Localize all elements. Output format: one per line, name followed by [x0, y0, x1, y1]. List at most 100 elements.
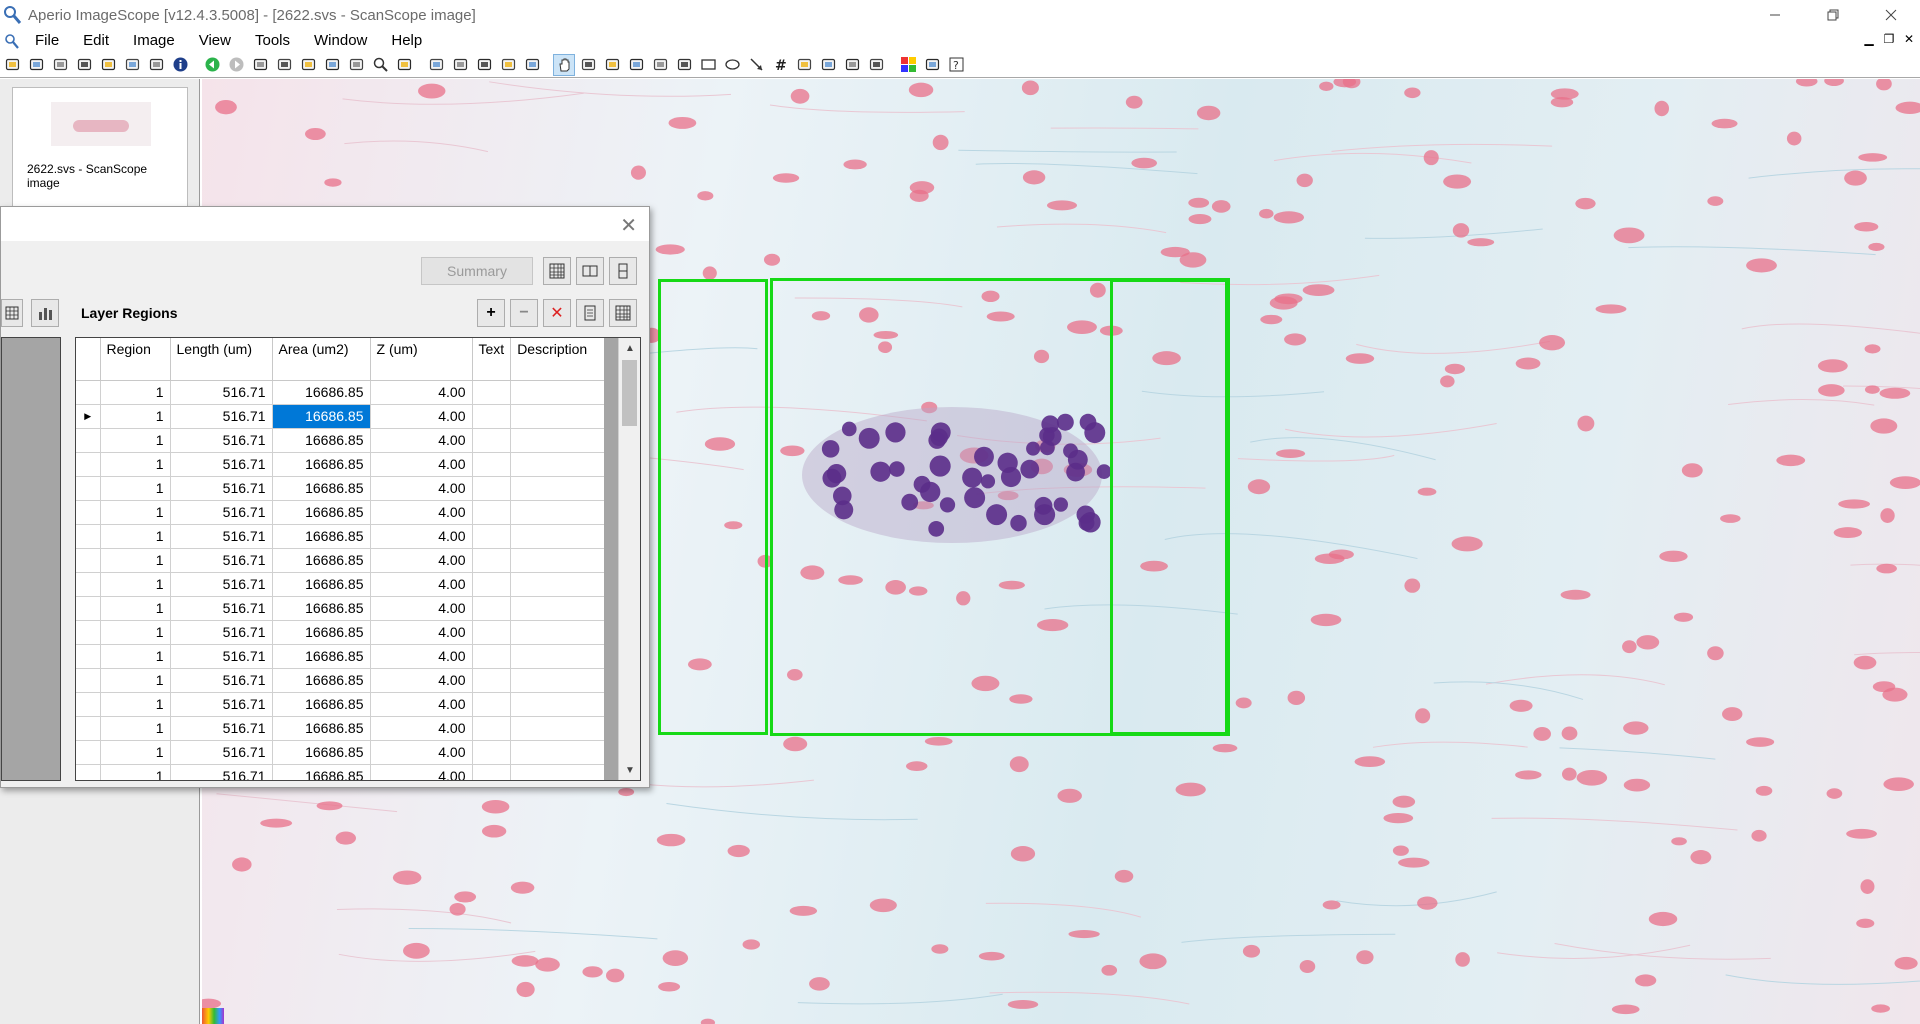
menu-window[interactable]: Window: [314, 32, 368, 49]
table-row[interactable]: 1 516.71 16686.85 4.00: [76, 620, 608, 645]
cell-region[interactable]: 1: [100, 524, 171, 549]
layout-tool-button[interactable]: [249, 54, 271, 76]
scroll-up-icon[interactable]: ▲: [625, 342, 635, 354]
cell-description[interactable]: [510, 716, 608, 741]
cell-text[interactable]: [472, 428, 512, 453]
fit-tool-button[interactable]: [393, 54, 415, 76]
undo-tool-button[interactable]: [497, 54, 519, 76]
cell-length[interactable]: 516.71: [170, 620, 273, 645]
layout2-tool-button[interactable]: [273, 54, 295, 76]
cell-region[interactable]: 1: [100, 572, 171, 597]
cell-z[interactable]: 4.00: [370, 476, 473, 501]
cell-region[interactable]: 1: [100, 596, 171, 621]
cut-tool-button[interactable]: [817, 54, 839, 76]
cell-z[interactable]: 4.00: [370, 452, 473, 477]
cell-text[interactable]: [472, 476, 512, 501]
cell-description[interactable]: [510, 644, 608, 669]
cell-area[interactable]: 16686.85: [272, 524, 371, 549]
row-indicator[interactable]: [76, 428, 101, 453]
transfer-tool-button[interactable]: [473, 54, 495, 76]
cell-z[interactable]: 4.00: [370, 548, 473, 573]
cell-area[interactable]: 16686.85: [272, 452, 371, 477]
table-row[interactable]: 1 516.71 16686.85 4.00: [76, 476, 608, 501]
copy-tool-button[interactable]: [841, 54, 863, 76]
rectangle-tool-button[interactable]: [697, 54, 719, 76]
delete-region-button[interactable]: ✕: [543, 299, 571, 327]
cell-description[interactable]: [510, 596, 608, 621]
cell-description[interactable]: [510, 476, 608, 501]
cell-text[interactable]: [472, 764, 512, 780]
cell-description[interactable]: [510, 524, 608, 549]
cell-length[interactable]: 516.71: [170, 596, 273, 621]
cell-length[interactable]: 516.71: [170, 692, 273, 717]
cell-area[interactable]: 16686.85: [272, 644, 371, 669]
scroll-down-icon[interactable]: ▼: [625, 764, 635, 776]
row-indicator[interactable]: ▶: [76, 404, 101, 429]
row-indicator[interactable]: [76, 644, 101, 669]
cell-text[interactable]: [472, 644, 512, 669]
cell-description[interactable]: [510, 764, 608, 780]
cell-description[interactable]: [510, 740, 608, 765]
table-row[interactable]: 1 516.71 16686.85 4.00: [76, 596, 608, 621]
cell-length[interactable]: 516.71: [170, 644, 273, 669]
cell-length[interactable]: 516.71: [170, 428, 273, 453]
cell-z[interactable]: 4.00: [370, 740, 473, 765]
select-tool-button[interactable]: [577, 54, 599, 76]
add-region-button[interactable]: +: [477, 299, 505, 327]
table-row[interactable]: 1 516.71 16686.85 4.00: [76, 452, 608, 477]
cell-z[interactable]: 4.00: [370, 716, 473, 741]
column-header-region[interactable]: Region: [100, 338, 171, 381]
table-export-button[interactable]: [609, 299, 637, 327]
cell-area[interactable]: 16686.85: [272, 692, 371, 717]
table-row[interactable]: 1 516.71 16686.85 4.00: [76, 524, 608, 549]
cell-text[interactable]: [472, 452, 512, 477]
cell-z[interactable]: 4.00: [370, 524, 473, 549]
menu-file[interactable]: File: [35, 32, 60, 49]
cell-region[interactable]: 1: [100, 452, 171, 477]
info-tool-button[interactable]: [169, 54, 191, 76]
cell-length[interactable]: 516.71: [170, 548, 273, 573]
cell-length[interactable]: 516.71: [170, 572, 273, 597]
cell-length[interactable]: 516.71: [170, 476, 273, 501]
cell-description[interactable]: [510, 380, 608, 405]
column-header-z[interactable]: Z (um): [370, 338, 473, 381]
mdi-restore-icon[interactable]: ❐: [1883, 32, 1895, 46]
cell-text[interactable]: [472, 692, 512, 717]
cell-description[interactable]: [510, 572, 608, 597]
row-indicator[interactable]: [76, 692, 101, 717]
freehand-tool-button[interactable]: [649, 54, 671, 76]
cell-length[interactable]: 516.71: [170, 500, 273, 525]
row-indicator[interactable]: [76, 524, 101, 549]
cell-length[interactable]: 516.71: [170, 668, 273, 693]
chart-view-button[interactable]: [31, 299, 59, 327]
row-indicator[interactable]: [76, 548, 101, 573]
menu-image[interactable]: Image: [133, 32, 175, 49]
thumbnail-item[interactable]: 2622.svs - ScanScope image: [12, 87, 188, 212]
summary-button[interactable]: Summary: [421, 257, 533, 285]
table-row[interactable]: 1 516.71 16686.85 4.00: [76, 548, 608, 573]
restore-button[interactable]: [1804, 0, 1862, 30]
row-indicator[interactable]: [76, 716, 101, 741]
cell-region[interactable]: 1: [100, 644, 171, 669]
cell-description[interactable]: [510, 404, 608, 429]
table-row[interactable]: 1 516.71 16686.85 4.00: [76, 692, 608, 717]
table-row[interactable]: 1 516.71 16686.85 4.00: [76, 428, 608, 453]
snapshot-tool-button[interactable]: [73, 54, 95, 76]
cell-z[interactable]: 4.00: [370, 572, 473, 597]
annotation-region[interactable]: [1110, 279, 1228, 735]
back-tool-button[interactable]: [201, 54, 223, 76]
cell-area[interactable]: 16686.85: [272, 716, 371, 741]
cell-area[interactable]: 16686.85: [272, 404, 371, 429]
cell-z[interactable]: 4.00: [370, 596, 473, 621]
compare-tool-button[interactable]: [345, 54, 367, 76]
cell-description[interactable]: [510, 692, 608, 717]
cell-region[interactable]: 1: [100, 428, 171, 453]
cell-text[interactable]: [472, 548, 512, 573]
row-indicator[interactable]: [76, 668, 101, 693]
table-row[interactable]: 1 516.71 16686.85 4.00: [76, 380, 608, 405]
cell-region[interactable]: 1: [100, 716, 171, 741]
row-indicator[interactable]: [76, 740, 101, 765]
row-indicator[interactable]: [76, 476, 101, 501]
cell-region[interactable]: 1: [100, 404, 171, 429]
close-button[interactable]: [1862, 0, 1920, 30]
